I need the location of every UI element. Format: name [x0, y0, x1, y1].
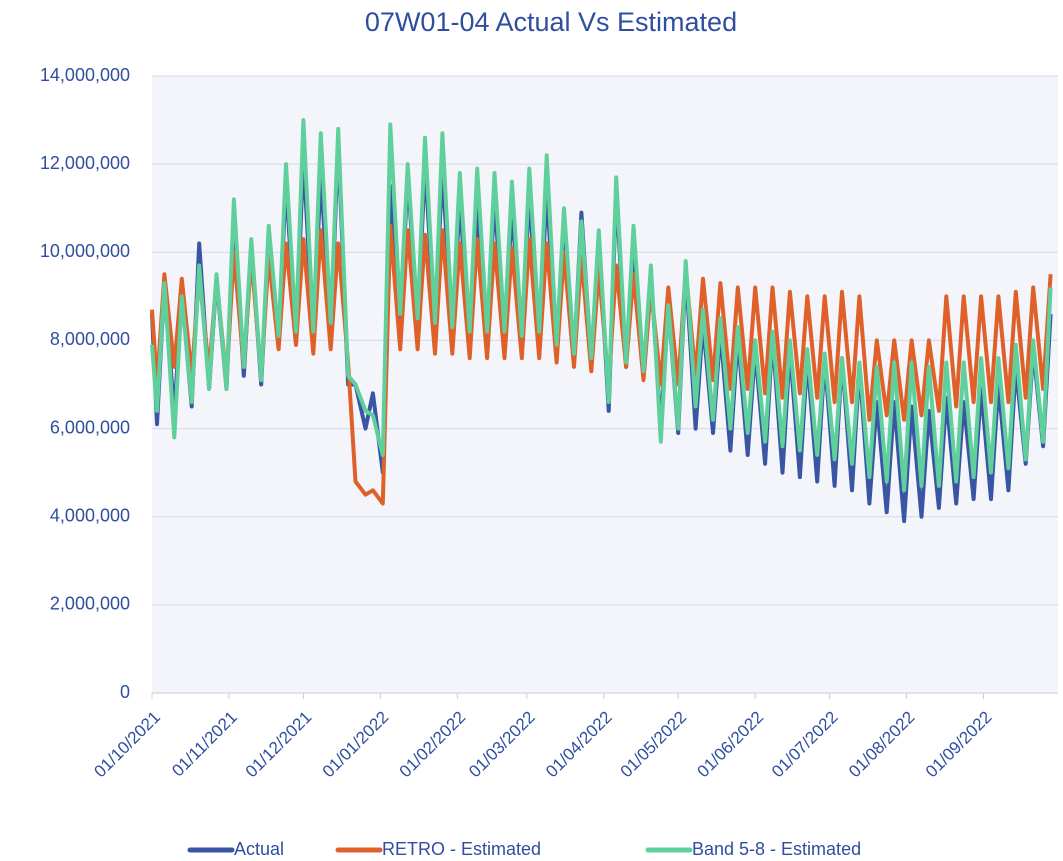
x-tick-label: 01/01/2022 — [319, 708, 393, 782]
x-tick-label: 01/07/2022 — [768, 708, 842, 782]
x-tick-label: 01/05/2022 — [617, 708, 691, 782]
chart-title: 07W01-04 Actual Vs Estimated — [365, 7, 737, 37]
y-tick-label: 4,000,000 — [50, 505, 130, 525]
legend-label: Actual — [234, 839, 284, 859]
legend-label: RETRO - Estimated — [382, 839, 541, 859]
y-tick-label: 2,000,000 — [50, 594, 130, 614]
y-tick-label: 6,000,000 — [50, 417, 130, 437]
x-tick-label: 01/06/2022 — [694, 708, 768, 782]
x-tick-label: 01/08/2022 — [845, 708, 919, 782]
y-tick-label: 14,000,000 — [40, 65, 130, 85]
y-tick-label: 10,000,000 — [40, 241, 130, 261]
x-tick-label: 01/10/2021 — [90, 708, 164, 782]
x-tick-label: 01/11/2021 — [168, 708, 241, 781]
y-tick-label: 8,000,000 — [50, 329, 130, 349]
x-tick-label: 01/09/2022 — [922, 708, 996, 782]
x-tick-label: 01/04/2022 — [542, 708, 616, 782]
x-tick-label: 01/03/2022 — [465, 708, 539, 782]
y-tick-label: 12,000,000 — [40, 153, 130, 173]
x-tick-label: 01/02/2022 — [396, 708, 470, 782]
y-tick-label: 0 — [120, 682, 130, 702]
legend-label: Band 5-8 - Estimated — [692, 839, 861, 859]
x-tick-label: 01/12/2021 — [242, 708, 316, 782]
series-line — [150, 118, 1053, 493]
